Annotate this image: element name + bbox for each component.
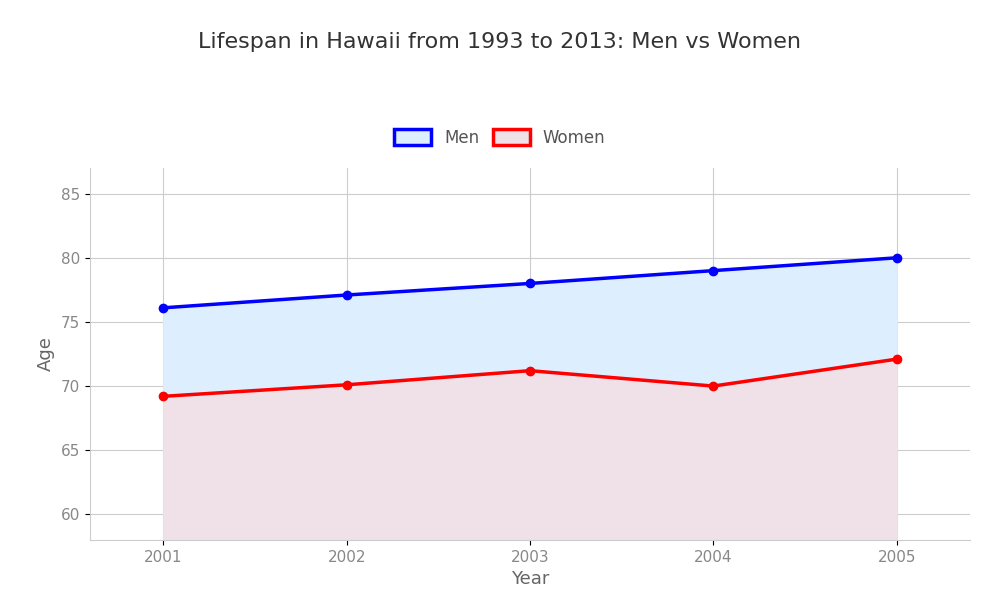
Text: Lifespan in Hawaii from 1993 to 2013: Men vs Women: Lifespan in Hawaii from 1993 to 2013: Me… [198, 32, 802, 52]
Y-axis label: Age: Age [37, 337, 55, 371]
Legend: Men, Women: Men, Women [388, 122, 612, 154]
X-axis label: Year: Year [511, 570, 549, 588]
